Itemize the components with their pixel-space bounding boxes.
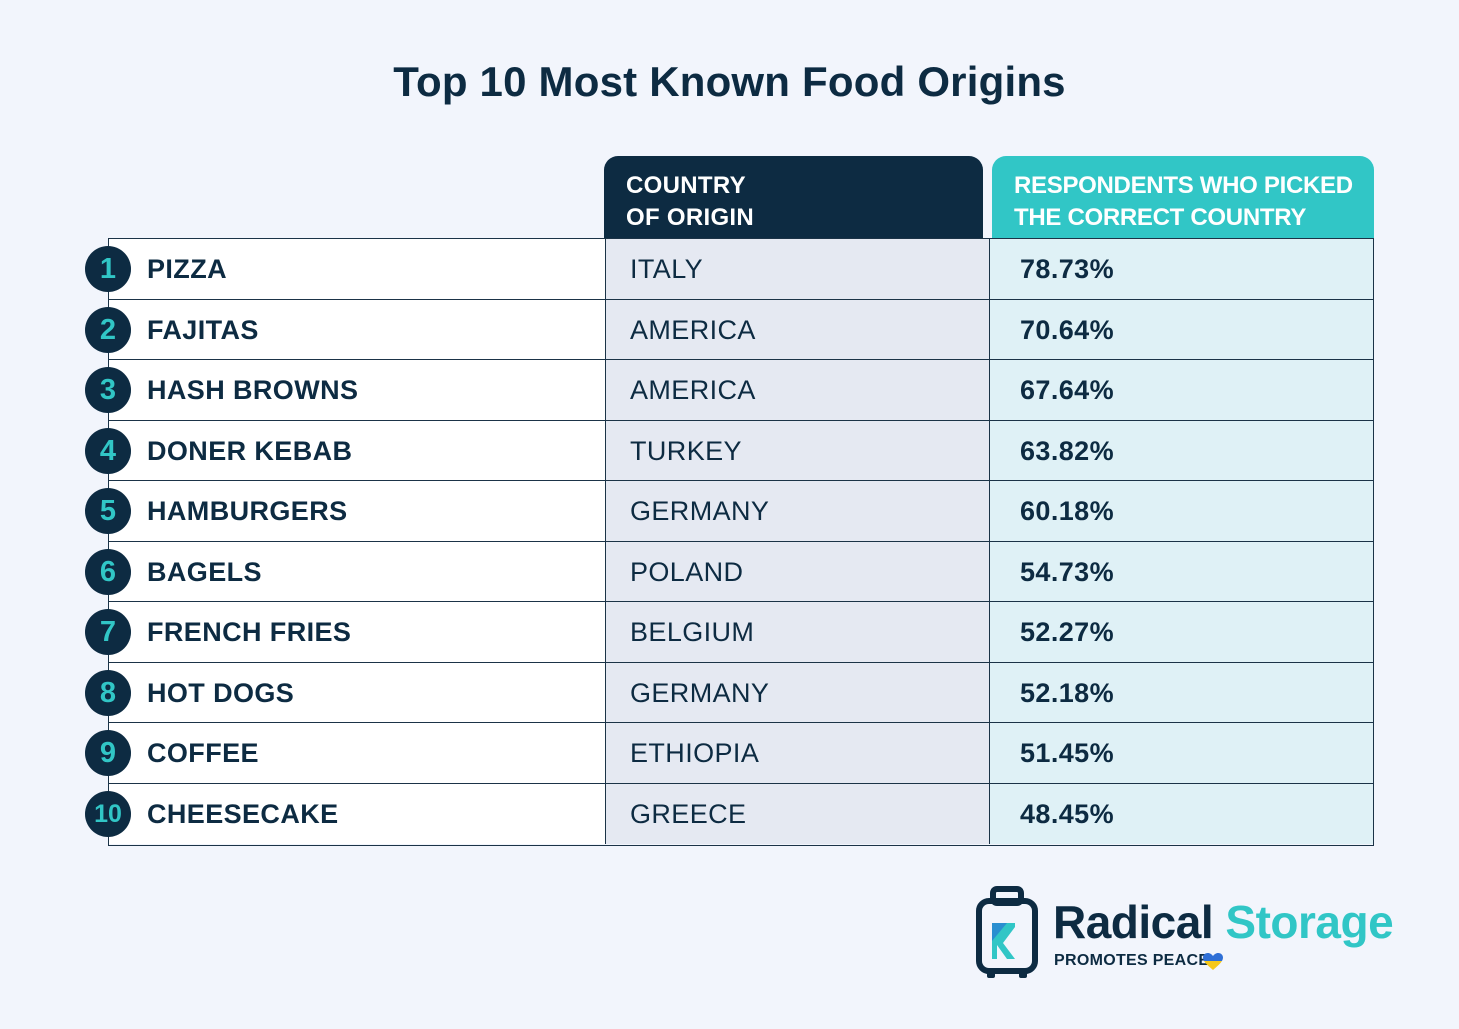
table-row: HASH BROWNS AMERICA 67.64% — [109, 360, 1373, 420]
correct-percent: 78.73% — [989, 239, 1373, 299]
correct-percent: 48.45% — [989, 783, 1373, 844]
country-of-origin: BELGIUM — [605, 602, 989, 662]
country-of-origin: GERMANY — [605, 481, 989, 541]
correct-percent: 60.18% — [989, 481, 1373, 541]
header-country-of-origin: COUNTRY OF ORIGIN — [604, 156, 983, 238]
food-name: DONER KEBAB — [109, 420, 605, 481]
table-row: HAMBURGERS GERMANY 60.18% — [109, 481, 1373, 541]
row-divider — [109, 480, 1373, 482]
rank-badge: 2 — [85, 306, 131, 353]
rank-badge: 6 — [85, 548, 131, 595]
rank-badge: 5 — [85, 488, 131, 534]
food-name: BAGELS — [109, 541, 605, 602]
header-resp-line-1: RESPONDENTS WHO PICKED — [1014, 172, 1353, 199]
country-of-origin: ETHIOPIA — [605, 723, 989, 783]
food-origins-table: PIZZA ITALY 78.73% FAJITAS AMERICA 70.64% HASH… — [108, 238, 1374, 846]
correct-percent: 63.82% — [989, 420, 1373, 481]
table-row: CHEESECAKE GREECE 48.45% — [109, 783, 1373, 844]
row-divider — [109, 359, 1373, 361]
heart-icon — [1203, 953, 1223, 970]
header-country-line-2: OF ORIGIN — [626, 204, 755, 231]
header-respondents: RESPONDENTS WHO PICKED THE CORRECT COUNT… — [992, 156, 1374, 238]
logo-wordmark: Radical Storage — [1053, 895, 1394, 949]
table-row: BAGELS POLAND 54.73% — [109, 541, 1373, 602]
country-of-origin: AMERICA — [605, 299, 989, 360]
country-of-origin: TURKEY — [605, 420, 989, 481]
suitcase-icon — [976, 886, 1038, 978]
row-divider — [109, 782, 1373, 784]
row-divider — [109, 722, 1373, 724]
row-divider — [109, 601, 1373, 603]
table-row: FRENCH FRIES BELGIUM 52.27% — [109, 602, 1373, 662]
logo-tagline: PROMOTES PEACE — [1054, 952, 1210, 969]
table-row: DONER KEBAB TURKEY 63.82% — [109, 420, 1373, 481]
rank-badge: 9 — [85, 730, 131, 776]
table-row: FAJITAS AMERICA 70.64% — [109, 299, 1373, 360]
rank-badge: 1 — [85, 246, 131, 292]
row-divider — [109, 540, 1373, 542]
food-name: HASH BROWNS — [109, 360, 605, 420]
rank-badge: 8 — [85, 669, 131, 716]
correct-percent: 54.73% — [989, 541, 1373, 602]
table-row: PIZZA ITALY 78.73% — [109, 239, 1373, 299]
table-row: HOT DOGS GERMANY 52.18% — [109, 662, 1373, 723]
row-divider — [109, 298, 1373, 300]
correct-percent: 52.18% — [989, 662, 1373, 723]
row-divider — [109, 661, 1373, 663]
country-of-origin: POLAND — [605, 541, 989, 602]
food-name: FRENCH FRIES — [109, 602, 605, 662]
food-name: HAMBURGERS — [109, 481, 605, 541]
correct-percent: 67.64% — [989, 360, 1373, 420]
country-of-origin: GREECE — [605, 783, 989, 844]
chart-title: Top 10 Most Known Food Origins — [393, 58, 1066, 105]
header-country-line-1: COUNTRY — [626, 172, 746, 199]
food-name: COFFEE — [109, 723, 605, 783]
country-of-origin: AMERICA — [605, 360, 989, 420]
food-name: HOT DOGS — [109, 662, 605, 723]
table-row: COFFEE ETHIOPIA 51.45% — [109, 723, 1373, 783]
logo-name-storage: Storage — [1225, 896, 1394, 948]
food-name: PIZZA — [109, 239, 605, 299]
food-name: FAJITAS — [109, 299, 605, 360]
country-of-origin: GERMANY — [605, 662, 989, 723]
row-divider — [109, 419, 1373, 421]
rank-badge: 3 — [85, 367, 131, 413]
rank-badge: 4 — [85, 427, 131, 474]
correct-percent: 52.27% — [989, 602, 1373, 662]
header-resp-line-2: THE CORRECT COUNTRY — [1014, 204, 1307, 231]
rank-badge: 7 — [85, 609, 131, 655]
logo-name-radical: Radical — [1053, 896, 1214, 948]
food-name: CHEESECAKE — [109, 783, 605, 844]
correct-percent: 51.45% — [989, 723, 1373, 783]
radical-storage-logo: Radical Storage PROMOTES PEACE — [975, 885, 1415, 980]
rank-badge: 10 — [85, 790, 131, 837]
country-of-origin: ITALY — [605, 239, 989, 299]
correct-percent: 70.64% — [989, 299, 1373, 360]
